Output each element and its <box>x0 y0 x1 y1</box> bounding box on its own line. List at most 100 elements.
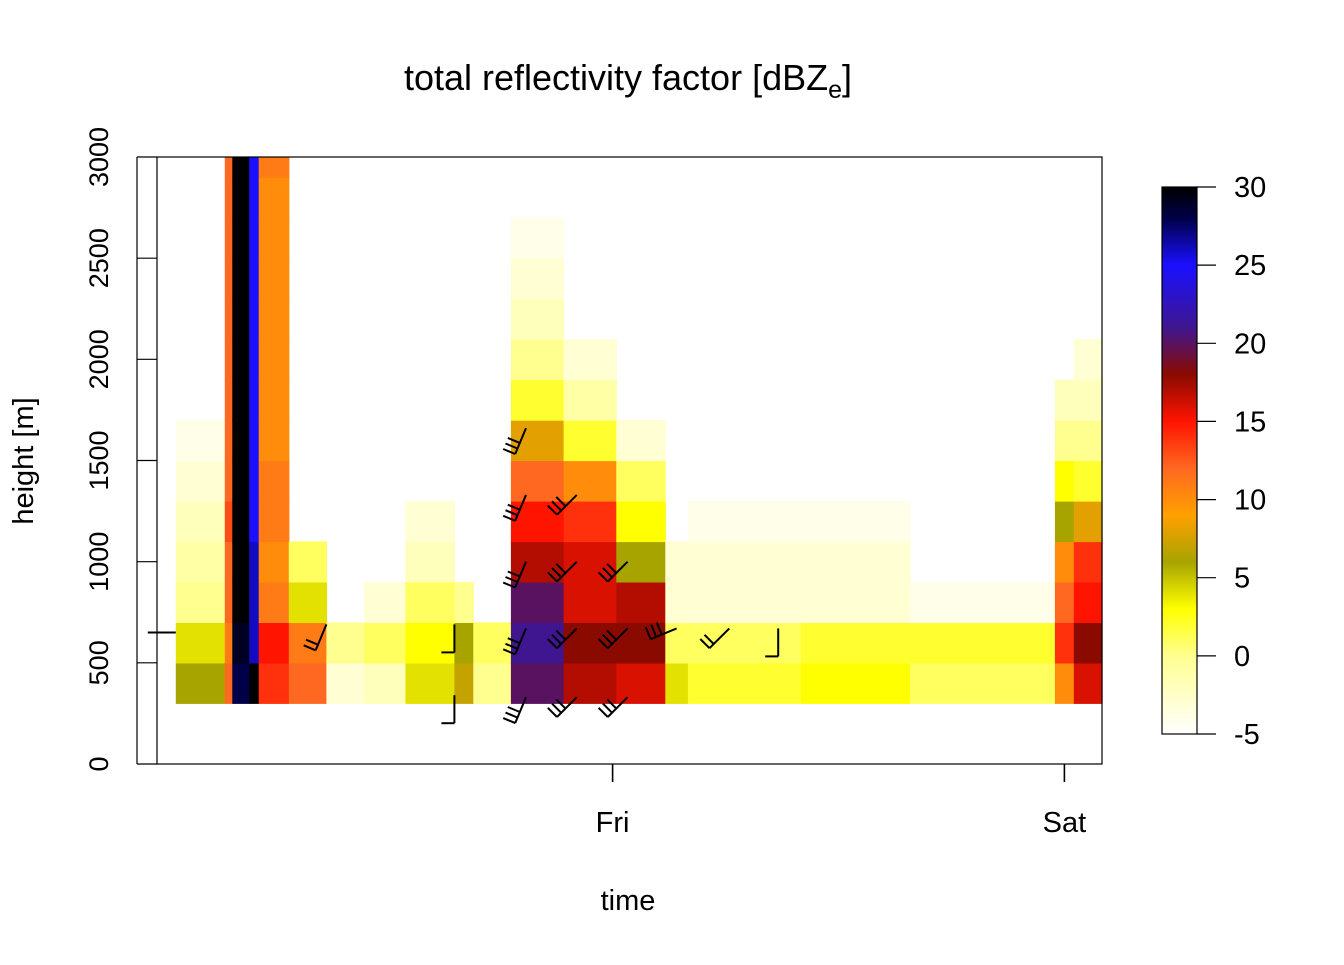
wind-barb-feather <box>502 717 516 725</box>
wind-barb <box>547 560 578 583</box>
heatmap-cell-3-11 <box>249 217 260 259</box>
y-tick-label: 3000 <box>84 127 114 187</box>
heatmap-cell-4-10 <box>258 258 290 300</box>
wind-barb <box>597 696 629 718</box>
wind-barb <box>547 494 578 516</box>
heatmap-cell-4-11 <box>258 217 290 259</box>
heatmap-cell-2-0 <box>232 662 250 704</box>
wind-barb-feather <box>644 626 652 640</box>
heatmap-cell-12-3 <box>563 541 617 583</box>
heatmap-cell-8-4 <box>405 501 455 543</box>
heatmap-cells <box>175 157 1103 704</box>
heatmap-cell-11-0 <box>510 662 565 704</box>
y-tick-label: 1000 <box>84 532 114 592</box>
heatmap-cell-0-2 <box>175 581 226 623</box>
wind-barb-feather <box>507 503 521 511</box>
colorbar <box>1161 186 1198 735</box>
heatmap-cell-12-0 <box>563 662 617 704</box>
heatmap-cell-2-11 <box>232 217 250 259</box>
wind-barb-shaft <box>514 696 527 724</box>
wind-barb-feather <box>502 514 516 522</box>
wind-barb-feather <box>303 644 317 652</box>
heatmap-cell-11-5 <box>510 460 565 502</box>
heatmap-cell-13-2 <box>616 581 666 623</box>
wind-barb-feather <box>547 707 558 718</box>
heatmap-cell-4-7 <box>258 379 290 421</box>
wind-barb-shaft <box>556 560 578 583</box>
heatmap-cell-5-3 <box>288 541 327 583</box>
heatmap-cell-3-3 <box>249 541 260 583</box>
wind-barb-feather <box>606 698 618 710</box>
wind-barb-feather <box>505 576 518 583</box>
heatmap-cell-12-7 <box>563 379 617 421</box>
wind-barb-shaft <box>708 627 731 649</box>
wind-barb-feather <box>703 634 715 645</box>
heatmap-cell-4-4 <box>258 501 290 543</box>
heatmap-cell-7-0 <box>364 662 407 704</box>
wind-barb-feather <box>602 567 613 578</box>
wind-barb-feather <box>547 571 558 583</box>
wind-barb-feather <box>650 624 658 638</box>
colorbar-tick-label: 30 <box>1234 172 1266 204</box>
heatmap-cell-6-0 <box>326 662 365 704</box>
heatmap-cell-16-2 <box>800 581 911 623</box>
heatmap-cell-11-9 <box>510 298 565 340</box>
wind-barb-shaft <box>514 494 527 522</box>
heatmap-cell-8-2 <box>405 581 455 623</box>
heatmap-cell-2-7 <box>232 379 250 421</box>
colorbar-tick-label: 10 <box>1234 485 1266 517</box>
colorbar-tick-label: 0 <box>1234 641 1250 673</box>
heatmap-cell-11-6 <box>510 420 565 462</box>
heatmap-cell-3-13 <box>249 157 260 178</box>
heatmap-cell-1-6 <box>224 420 233 462</box>
heatmap-cell-7-1 <box>364 622 407 664</box>
heatmap-cell-3-8 <box>249 339 260 381</box>
wind-barb-shaft <box>314 624 328 651</box>
heatmap-cell-7-2 <box>364 581 407 623</box>
heatmap-cell-5-2 <box>288 581 327 623</box>
wind-barb <box>441 624 456 654</box>
wind-barb-feather <box>505 442 518 450</box>
heatmap-cell-4-12 <box>258 177 290 219</box>
heatmap-cell-19-4 <box>1073 501 1103 543</box>
heatmap-cell-2-13 <box>232 157 250 178</box>
wind-barb <box>441 695 456 725</box>
heatmap-cell-5-0 <box>288 662 327 704</box>
wind-barb-feather <box>699 638 711 649</box>
heatmap-cell-18-0 <box>1054 662 1075 704</box>
heatmap-cell-3-1 <box>249 622 260 664</box>
heatmap-cell-9-1 <box>454 622 474 664</box>
heatmap-cell-13-6 <box>616 420 666 462</box>
heatmap-cell-8-1 <box>405 622 455 664</box>
heatmap-cell-18-1 <box>1054 622 1075 664</box>
heatmap-cell-1-13 <box>224 157 233 178</box>
heatmap-cell-2-6 <box>232 420 250 462</box>
wind-barb-feather <box>305 638 319 646</box>
wind-barb-feather <box>507 706 521 713</box>
wind-barb-feather <box>555 698 567 710</box>
heatmap-cell-19-0 <box>1073 662 1103 704</box>
wind-barb-feather <box>555 563 567 574</box>
heatmap-cell-8-3 <box>405 541 455 583</box>
colorbar-tick-label: -5 <box>1234 719 1260 751</box>
wind-barb <box>699 627 731 649</box>
heatmap-cell-18-4 <box>1054 501 1075 543</box>
wind-barb-shaft <box>514 427 527 455</box>
heatmap-cell-19-5 <box>1073 460 1103 502</box>
heatmap-cell-1-0 <box>224 662 233 704</box>
wind-barb <box>547 696 578 718</box>
heatmap-cell-16-4 <box>800 501 911 543</box>
heatmap-cell-11-8 <box>510 339 565 381</box>
heatmap-cell-12-1 <box>563 622 617 664</box>
wind-barb-feather <box>602 634 613 645</box>
wind-barb-feather <box>597 571 609 583</box>
heatmap-cell-13-0 <box>616 662 666 704</box>
heatmap-cell-1-2 <box>224 581 233 623</box>
chart-title-subscript: e <box>828 76 842 104</box>
heatmap-cell-1-10 <box>224 258 233 300</box>
heatmap-cell-12-5 <box>563 460 617 502</box>
heatmap-cell-2-2 <box>232 581 250 623</box>
wind-barb-feather <box>505 509 518 517</box>
wind-barb-feather <box>551 500 562 512</box>
heatmap-cell-3-12 <box>249 177 260 219</box>
